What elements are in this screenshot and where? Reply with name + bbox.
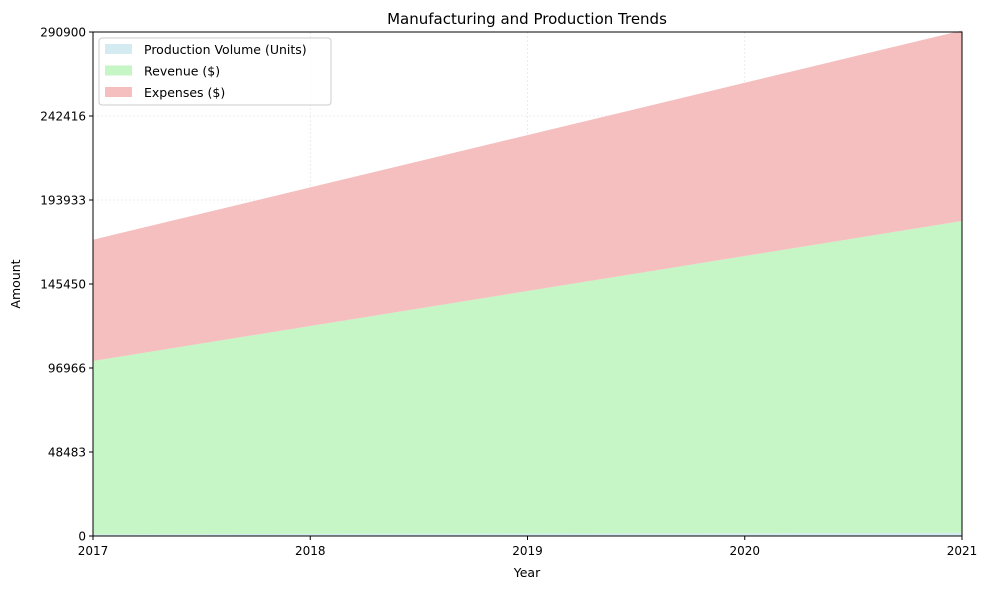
y-tick-label: 96966 — [48, 362, 86, 376]
legend-swatch — [105, 87, 132, 97]
legend-swatch — [105, 65, 132, 76]
chart-title: Manufacturing and Production Trends — [387, 10, 667, 28]
axis-ticks: 2017 2018 2019 2020 2021 0 48483 96966 145450 193… — [40, 26, 977, 559]
area-series-0 — [93, 532, 962, 536]
x-tick-label: 2021 — [947, 544, 978, 558]
y-axis-title: Amount — [8, 259, 23, 308]
area-series-1 — [93, 221, 962, 535]
plot-areas — [93, 30, 962, 536]
legend-label: Revenue ($) — [144, 64, 220, 79]
y-tick-label: 48483 — [48, 446, 86, 460]
legend-label: Production Volume (Units) — [144, 42, 307, 57]
x-tick-label: 2017 — [78, 544, 109, 558]
x-tick-label: 2018 — [295, 544, 326, 558]
legend-swatch — [105, 44, 132, 54]
y-tick-label: 0 — [78, 530, 86, 544]
legend-label: Expenses ($) — [144, 85, 225, 100]
y-tick-label: 193933 — [40, 194, 86, 208]
x-tick-label: 2019 — [512, 544, 543, 558]
x-tick-label: 2020 — [729, 544, 760, 558]
legend-box — [98, 37, 332, 106]
legend: Production Volume (Units) Revenue ($) Expe… — [98, 37, 332, 106]
y-tick-label: 242416 — [40, 110, 86, 124]
area-series-2 — [93, 30, 962, 362]
y-tick-label: 290900 — [40, 26, 86, 40]
y-tick-label: 145450 — [40, 278, 86, 292]
x-axis-title: Year — [513, 565, 541, 580]
